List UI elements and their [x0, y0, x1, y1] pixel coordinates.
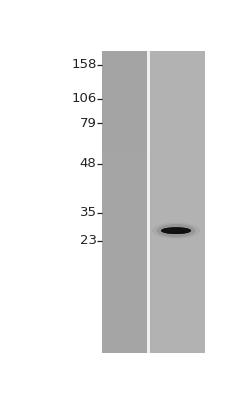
- Bar: [101, 212, 146, 222]
- Text: 106: 106: [71, 92, 96, 105]
- Bar: [101, 61, 146, 71]
- Bar: [101, 303, 146, 313]
- Bar: [101, 182, 146, 192]
- Ellipse shape: [151, 222, 199, 239]
- Bar: [101, 91, 146, 101]
- Ellipse shape: [160, 227, 190, 234]
- Bar: [101, 242, 146, 252]
- Bar: [101, 272, 146, 282]
- Bar: [101, 162, 146, 172]
- Bar: [101, 112, 146, 122]
- Bar: [101, 252, 146, 262]
- Bar: [101, 292, 146, 303]
- Bar: [101, 51, 146, 353]
- Bar: [101, 282, 146, 292]
- Text: 23: 23: [79, 234, 96, 247]
- Text: 35: 35: [79, 206, 96, 219]
- Bar: [101, 71, 146, 81]
- Bar: [101, 152, 146, 162]
- Bar: [101, 333, 146, 343]
- Bar: [101, 122, 146, 132]
- Bar: [101, 172, 146, 182]
- Bar: [101, 262, 146, 272]
- Bar: [101, 132, 146, 142]
- Ellipse shape: [160, 227, 190, 234]
- Bar: [101, 51, 146, 61]
- Bar: [101, 142, 146, 152]
- Text: 48: 48: [79, 157, 96, 170]
- Bar: [146, 51, 150, 353]
- Text: 158: 158: [71, 58, 96, 72]
- Ellipse shape: [156, 224, 195, 237]
- Bar: [101, 313, 146, 323]
- Bar: [101, 192, 146, 202]
- Bar: [150, 51, 204, 353]
- Bar: [101, 202, 146, 212]
- Bar: [101, 101, 146, 112]
- Bar: [101, 222, 146, 232]
- Bar: [101, 323, 146, 333]
- Bar: [101, 343, 146, 353]
- Bar: [101, 232, 146, 242]
- Text: 79: 79: [79, 117, 96, 130]
- Bar: [101, 81, 146, 91]
